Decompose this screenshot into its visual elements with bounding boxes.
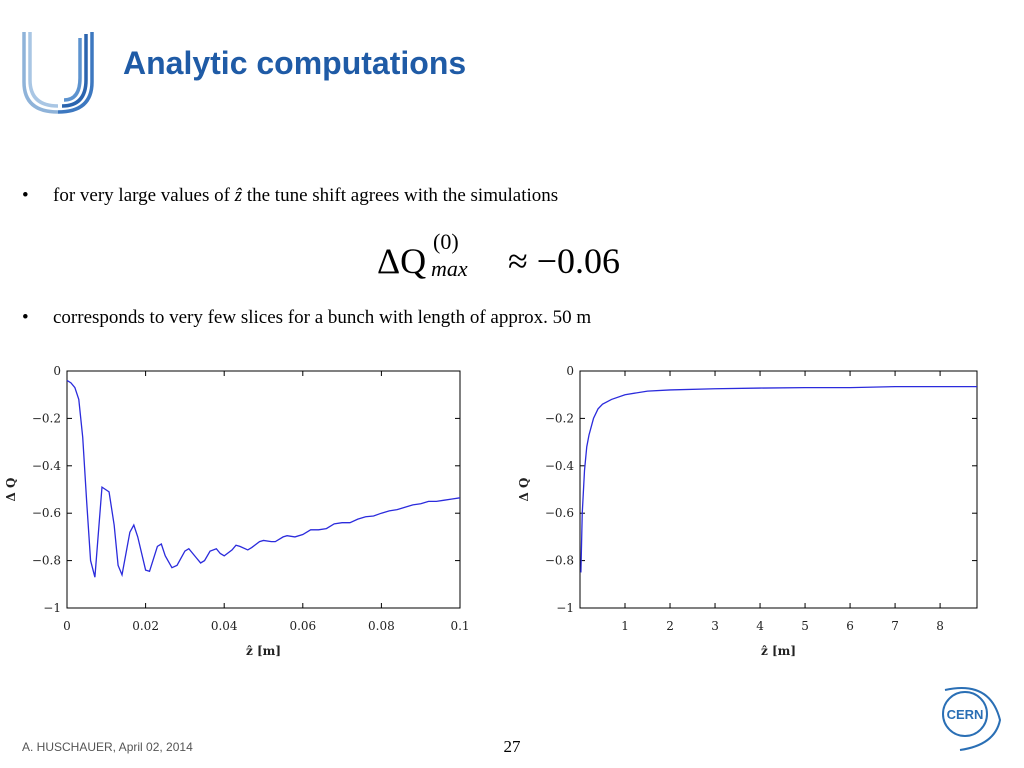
slide-title: Analytic computations [123, 45, 466, 81]
x-axis-label: ẑ [m] [761, 644, 796, 658]
plot-frame [66, 370, 461, 609]
x-tick-label: 0.02 [132, 619, 159, 633]
y-tick-label: −1 [43, 601, 61, 615]
y-axis-label: Δ Q [4, 478, 18, 502]
equation-rhs: ≈ −0.06 [508, 241, 620, 281]
math: ẑ [234, 185, 243, 206]
page-number: 27 [504, 737, 522, 756]
x-tick-label: 0.08 [368, 619, 395, 633]
bullet-text: corresponds to very few slices for a bun… [53, 307, 591, 328]
equation-lhs: ΔQ [377, 241, 426, 281]
y-axis-label: Δ Q [517, 478, 531, 502]
equation-sup: (0) [433, 229, 459, 254]
x-tick-label: 6 [846, 619, 854, 633]
y-tick-label: 0 [53, 364, 61, 378]
bullet-mark: • [22, 185, 29, 206]
x-tick-label: 7 [891, 619, 899, 633]
y-tick-label: −0.8 [545, 554, 574, 568]
x-tick-label: 0 [63, 619, 71, 633]
footer: A. HUSCHAUER, April 02, 2014 [22, 740, 193, 754]
y-tick-label: −0.6 [545, 506, 574, 520]
x-tick-label: 0.1 [450, 619, 469, 633]
text: the tune shift agrees with the simulatio… [247, 185, 558, 206]
y-tick-label: −0.2 [545, 411, 574, 425]
x-tick-label: 0.06 [289, 619, 316, 633]
x-tick-label: 0.04 [211, 619, 238, 633]
y-tick-label: −0.6 [32, 506, 61, 520]
y-tick-label: −0.4 [545, 459, 575, 473]
bullet-mark: • [22, 307, 29, 328]
y-tick-label: −0.2 [32, 411, 61, 425]
u-logo [22, 32, 94, 114]
x-tick-label: 1 [621, 619, 629, 633]
x-tick-label: 8 [936, 619, 944, 633]
x-axis-label: ẑ [m] [246, 644, 281, 658]
cern-logo-text: CERN [947, 707, 984, 722]
cern-logo [942, 687, 1002, 751]
x-tick-label: 2 [666, 619, 674, 633]
data-line [580, 385, 977, 573]
x-tick-label: 4 [756, 619, 764, 633]
x-tick-label: 3 [711, 619, 719, 633]
y-tick-label: −0.4 [32, 459, 62, 473]
y-tick-label: 0 [566, 364, 574, 378]
x-tick-label: 5 [801, 619, 809, 633]
data-line [66, 379, 461, 578]
equation-sub: max [431, 256, 468, 281]
y-tick-label: −0.8 [32, 554, 61, 568]
y-tick-label: −1 [556, 601, 574, 615]
bullet-text: for very large values of ẑ the tune shif… [53, 185, 558, 206]
text: for very large values of [53, 185, 231, 206]
plot-frame [579, 370, 978, 609]
